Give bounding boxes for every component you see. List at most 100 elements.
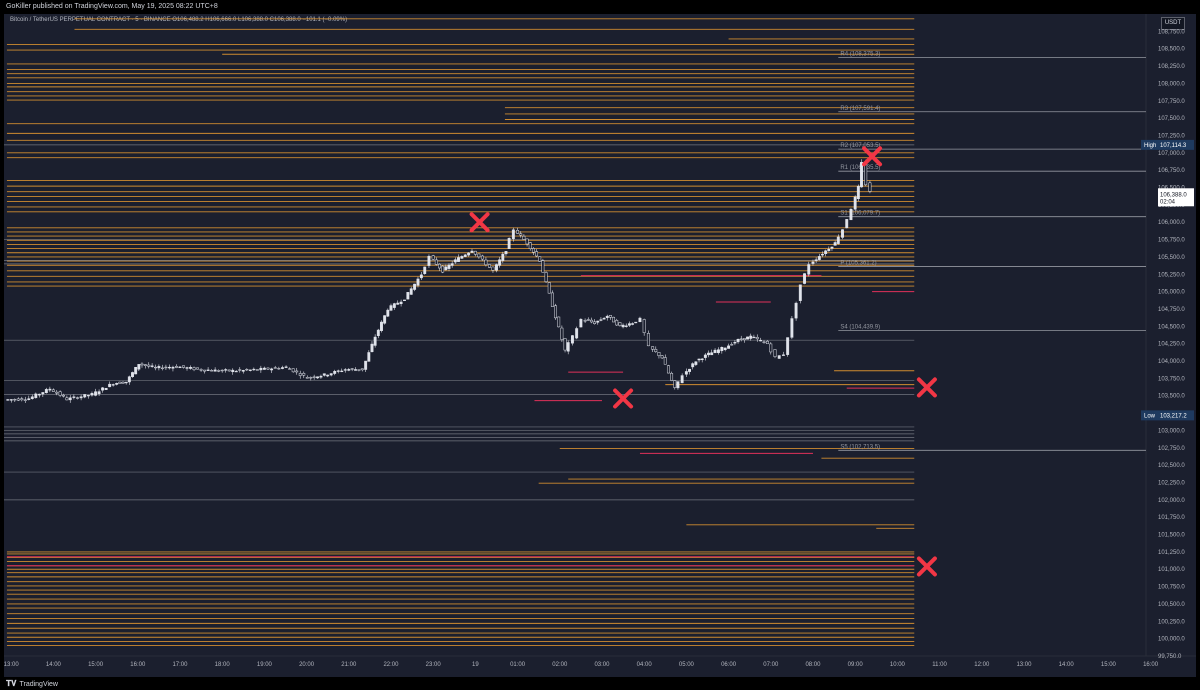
- candle-body: [845, 219, 849, 229]
- candle-body: [589, 319, 593, 323]
- candle-body: [550, 292, 554, 307]
- candle-body: [284, 366, 288, 368]
- candle-body: [101, 387, 105, 391]
- symbol-legend: Bitcoin / TetherUS PERPETUAL CONTRACT · …: [10, 17, 348, 23]
- y-tick-label: 105,500.0: [1158, 255, 1185, 261]
- candle-body: [336, 370, 340, 372]
- y-tick-label: 100,000.0: [1158, 637, 1185, 643]
- candle-body: [108, 383, 112, 388]
- candle-body: [291, 368, 295, 373]
- candle-body: [241, 370, 245, 372]
- currency-button[interactable]: USDT: [1161, 17, 1185, 30]
- candle-body: [160, 367, 164, 369]
- candle-body: [612, 316, 616, 323]
- candle-body: [618, 322, 622, 326]
- candle-body: [65, 397, 69, 401]
- candle-body: [710, 352, 714, 356]
- candle-body: [192, 367, 196, 371]
- chart-pane[interactable]: [4, 14, 1196, 677]
- x-tick-label: 17:00: [172, 662, 188, 668]
- current-price-value: 106,388.0: [1160, 192, 1187, 198]
- candle-body: [460, 256, 464, 259]
- footer: 𝐓𝐕 TradingView: [6, 679, 58, 689]
- candle-body: [736, 339, 740, 343]
- candle-body: [470, 250, 474, 253]
- candle-body: [566, 342, 570, 352]
- candle-body: [694, 361, 698, 365]
- candle-body: [765, 340, 769, 345]
- candle-body: [786, 337, 790, 355]
- candle-body: [312, 376, 316, 378]
- candle-body: [185, 367, 189, 369]
- candle-body: [634, 321, 638, 324]
- candle-body: [370, 343, 374, 353]
- candle-body: [441, 265, 445, 273]
- candle-body: [305, 377, 309, 379]
- y-tick-label: 107,250.0: [1158, 133, 1185, 139]
- candle-body: [769, 343, 773, 353]
- candle-body: [37, 393, 41, 396]
- candle-body: [817, 256, 821, 260]
- candle-body: [525, 238, 529, 245]
- pivot-label: S5 (102,713.5): [840, 444, 880, 450]
- candle-body: [790, 318, 794, 338]
- candle-body: [281, 367, 284, 369]
- y-tick-label: 102,750.0: [1158, 446, 1185, 452]
- candle-body: [691, 363, 695, 368]
- x-tick-label: 07:00: [763, 662, 779, 668]
- y-tick-label: 103,500.0: [1158, 394, 1185, 400]
- candle-body: [234, 370, 238, 373]
- pivot-label: R4 (108,375.3): [840, 51, 880, 57]
- candle-body: [167, 366, 171, 369]
- candle-body: [416, 278, 420, 286]
- candle-body: [326, 374, 330, 377]
- candle-body: [380, 321, 383, 331]
- candle-body: [777, 355, 781, 359]
- candle-body: [827, 249, 831, 252]
- candle-body: [316, 376, 319, 379]
- x-tick-label: 19:00: [257, 662, 273, 668]
- candle-body: [124, 381, 128, 384]
- candle-body: [376, 329, 380, 336]
- y-tick-label: 106,000.0: [1158, 220, 1185, 226]
- candle-body: [199, 369, 203, 371]
- y-tick-label: 107,750.0: [1158, 99, 1185, 105]
- candle-body: [423, 266, 427, 274]
- candle-body: [507, 237, 511, 249]
- candle-body: [453, 259, 457, 263]
- x-tick-label: 09:00: [848, 662, 864, 668]
- y-tick-label: 107,000.0: [1158, 151, 1185, 157]
- candle-body: [399, 301, 403, 304]
- candle-body: [319, 375, 323, 378]
- candle-body: [76, 397, 79, 399]
- candle-body: [742, 338, 746, 341]
- candle-body: [547, 282, 551, 294]
- candle-body: [62, 394, 65, 397]
- y-tick-label: 104,500.0: [1158, 324, 1185, 330]
- tradingview-logo-icon[interactable]: 𝐓𝐕: [6, 679, 17, 688]
- candle-body: [118, 381, 122, 384]
- y-tick-label: 101,750.0: [1158, 515, 1185, 521]
- candle-body: [752, 336, 756, 339]
- y-tick-label: 105,000.0: [1158, 290, 1185, 296]
- candle-body: [663, 357, 667, 365]
- candle-body: [34, 393, 38, 399]
- candle-body: [347, 369, 351, 371]
- candle-body: [651, 346, 655, 350]
- candle-body: [544, 272, 548, 282]
- candle-body: [560, 327, 564, 340]
- candle-body: [270, 368, 274, 371]
- y-tick-label: 108,000.0: [1158, 81, 1185, 87]
- candle-body: [811, 261, 815, 264]
- candle-body: [367, 352, 371, 362]
- candle-body: [406, 292, 410, 300]
- candle-body: [849, 208, 853, 221]
- x-tick-label: 18:00: [215, 662, 231, 668]
- candle-body: [298, 373, 302, 376]
- high-value-bg: [1158, 139, 1194, 150]
- x-tick-label: 11:00: [932, 662, 947, 668]
- y-tick-label: 102,500.0: [1158, 463, 1185, 469]
- candle-body: [730, 344, 734, 346]
- candle-body: [624, 325, 628, 327]
